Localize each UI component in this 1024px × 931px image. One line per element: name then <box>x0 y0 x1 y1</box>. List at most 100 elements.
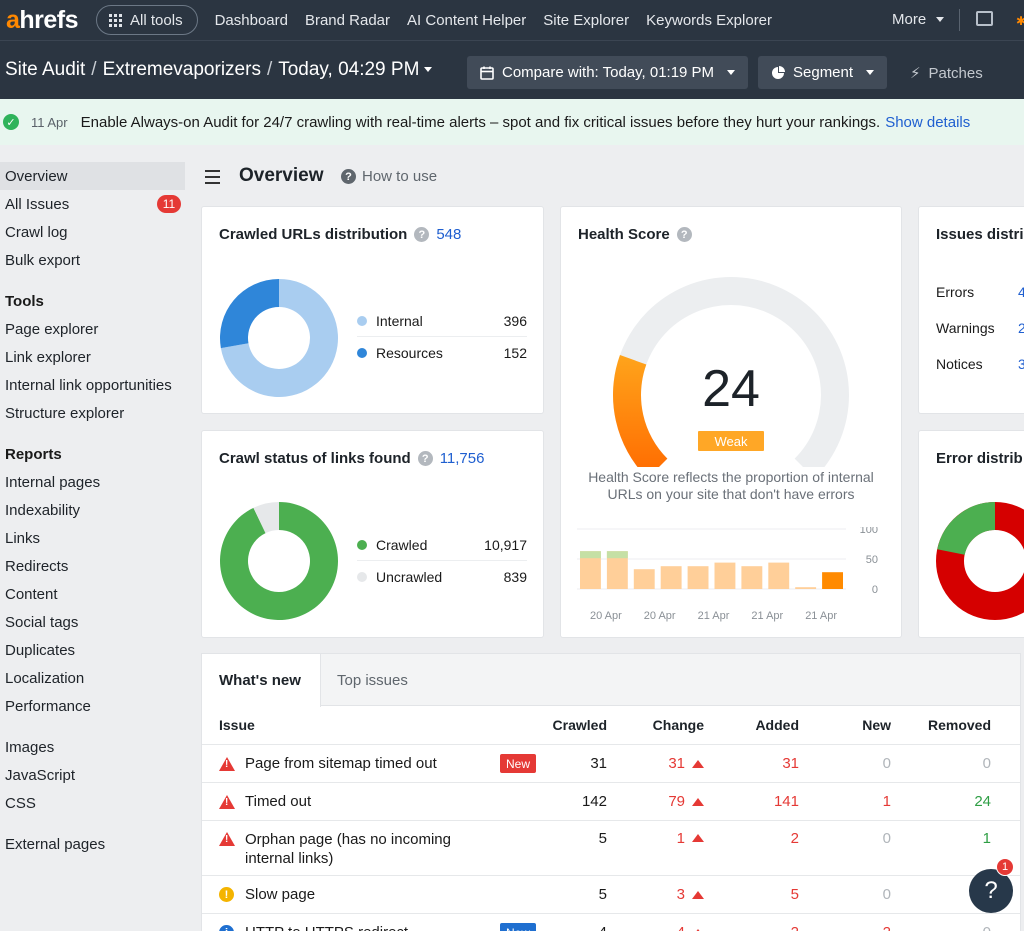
sidebar-item-redirects[interactable]: Redirects <box>5 557 69 575</box>
issue-name[interactable]: Orphan page (has no incoming internal lin… <box>245 831 451 867</box>
compare-with-button[interactable]: Compare with: Today, 01:19 PM <box>467 56 749 89</box>
cell-new[interactable]: 2 <box>832 914 891 931</box>
sidebar-item-links[interactable]: Links <box>5 529 41 547</box>
sidebar-item-all-issues[interactable]: All Issues 11 <box>0 190 185 218</box>
breadcrumb-site-audit[interactable]: Site Audit <box>5 59 86 80</box>
help-icon[interactable]: ? <box>414 227 430 242</box>
issue-name[interactable]: Slow page <box>245 886 316 903</box>
all-tools-label: All tools <box>130 11 183 29</box>
cell-new[interactable]: 1 <box>882 793 891 810</box>
legend-row-internal[interactable]: Internal 396 <box>357 306 527 337</box>
sidebar-item-crawl-log[interactable]: Crawl log <box>5 223 68 241</box>
issues-row-errors[interactable]: Errors 4 <box>936 284 1024 300</box>
donut-segment-uncrawled[interactable] <box>253 502 279 534</box>
sidebar-item-indexability[interactable]: Indexability <box>5 501 81 519</box>
sidebar-item-social-tags[interactable]: Social tags <box>5 613 79 631</box>
history-bar[interactable] <box>660 566 682 589</box>
sidebar-item-link-explorer[interactable]: Link explorer <box>5 348 91 366</box>
tab-top-issues[interactable]: Top issues <box>337 672 408 689</box>
history-bar[interactable] <box>606 551 628 589</box>
how-to-use-link[interactable]: ? How to use <box>341 168 437 185</box>
table-row[interactable]: Timed out 142 79 141 1 24 <box>202 782 1020 820</box>
more-menu-button[interactable]: More <box>892 11 945 28</box>
x-tick-label: 21 Apr <box>805 610 837 622</box>
legend-row-crawled[interactable]: Crawled 10,917 <box>357 530 527 561</box>
sidebar-item-content[interactable]: Content <box>5 585 58 603</box>
nav-link-site-explorer[interactable]: Site Explorer <box>543 11 630 29</box>
history-bar[interactable] <box>633 569 655 589</box>
col-header-crawled[interactable]: Crawled <box>552 717 607 733</box>
table-row[interactable]: ! Slow page 5 3 5 0 0 <box>202 875 1020 913</box>
history-bar[interactable] <box>580 551 601 589</box>
col-header-added[interactable]: Added <box>755 717 799 733</box>
sidebar-item-localization[interactable]: Localization <box>5 669 85 687</box>
col-header-new[interactable]: New <box>862 717 891 733</box>
table-row[interactable]: i HTTP to HTTPS redirect New 4 4 2 2 0 <box>202 913 1020 931</box>
col-header-removed[interactable]: Removed <box>927 717 991 733</box>
sidebar-item-internal-link-opportunities[interactable]: Internal link opportunities <box>5 376 172 394</box>
history-bar-cap <box>580 551 601 559</box>
issues-row-warnings[interactable]: Warnings 2 <box>936 320 1024 336</box>
y-tick-label: 50 <box>866 554 878 566</box>
links-total-link[interactable]: 11,756 <box>439 450 485 467</box>
issue-name[interactable]: Timed out <box>245 793 312 810</box>
cell-removed[interactable]: 1 <box>982 830 991 847</box>
sidebar-item-bulk-export[interactable]: Bulk export <box>5 251 81 269</box>
patches-button[interactable]: ⚡ Patches <box>910 64 983 83</box>
sidebar-item-page-explorer[interactable]: Page explorer <box>5 320 99 338</box>
crawled-total-link[interactable]: 548 <box>436 226 462 243</box>
breadcrumb-project[interactable]: Extremevaporizers <box>102 59 261 80</box>
sidebar-item-css[interactable]: CSS <box>5 794 36 812</box>
legend-row-resources[interactable]: Resources 152 <box>357 337 527 368</box>
cell-removed[interactable]: 24 <box>974 793 991 810</box>
issue-name[interactable]: Page from sitemap timed out <box>245 755 437 772</box>
nav-link-keywords-explorer[interactable]: Keywords Explorer <box>646 11 773 29</box>
cell-new: 0 <box>882 755 891 772</box>
help-chat-button[interactable]: ? <box>969 869 1013 913</box>
cell-added[interactable]: 2 <box>732 914 799 931</box>
help-icon[interactable]: ? <box>676 227 692 242</box>
nav-link-ai-content-helper[interactable]: AI Content Helper <box>407 11 527 29</box>
history-bar[interactable] <box>741 566 763 589</box>
history-bar[interactable] <box>687 566 709 589</box>
nav-link-dashboard[interactable]: Dashboard <box>214 11 288 29</box>
cell-added[interactable]: 5 <box>790 886 799 903</box>
history-bar[interactable] <box>822 572 843 589</box>
donut-segment-internal[interactable] <box>220 279 338 397</box>
donut-segment-resources[interactable] <box>220 279 279 349</box>
sidebar-item-javascript[interactable]: JavaScript <box>5 766 76 784</box>
issues-row-notices[interactable]: Notices 3 <box>936 356 1024 372</box>
donut-segment-crawled[interactable] <box>220 502 338 620</box>
all-tools-button[interactable]: All tools <box>96 5 198 35</box>
apps-icon[interactable]: ✱ <box>1016 14 1024 28</box>
tab-whats-new[interactable]: What's new <box>202 654 321 707</box>
history-bar[interactable] <box>795 587 817 589</box>
cell-added[interactable]: 141 <box>773 793 799 810</box>
nav-link-brand-radar[interactable]: Brand Radar <box>304 11 391 29</box>
col-header-change[interactable]: Change <box>652 717 704 733</box>
show-details-link[interactable]: Show details <box>885 113 971 131</box>
help-icon[interactable]: ? <box>417 451 433 466</box>
cell-added[interactable]: 2 <box>790 830 799 847</box>
sidebar-item-structure-explorer[interactable]: Structure explorer <box>5 404 125 422</box>
history-bar[interactable] <box>714 562 736 589</box>
x-tick-label: 20 Apr <box>644 610 676 622</box>
table-row[interactable]: Page from sitemap timed out New 31 31 31… <box>202 744 1020 782</box>
menu-icon[interactable] <box>205 170 220 188</box>
sidebar-item-duplicates[interactable]: Duplicates <box>5 641 76 659</box>
sidebar-item-performance[interactable]: Performance <box>5 697 91 715</box>
issue-name[interactable]: HTTP to HTTPS redirect <box>245 914 408 931</box>
sidebar-item-external-pages[interactable]: External pages <box>5 835 106 853</box>
legend-row-uncrawled[interactable]: Uncrawled 839 <box>357 561 527 592</box>
inbox-icon[interactable] <box>976 11 993 26</box>
segment-button[interactable]: Segment <box>758 56 888 89</box>
sidebar-item-internal-pages[interactable]: Internal pages <box>5 473 101 491</box>
crawl-selector[interactable]: Today, 04:29 PM <box>278 59 433 81</box>
sidebar-item-images[interactable]: Images <box>5 738 55 756</box>
ahrefs-logo[interactable]: ahrefs <box>6 5 79 34</box>
col-header-issue[interactable]: Issue <box>219 717 255 733</box>
history-bar[interactable] <box>768 562 790 589</box>
sidebar-item-overview[interactable]: Overview <box>0 162 185 190</box>
cell-added[interactable]: 31 <box>782 755 799 772</box>
